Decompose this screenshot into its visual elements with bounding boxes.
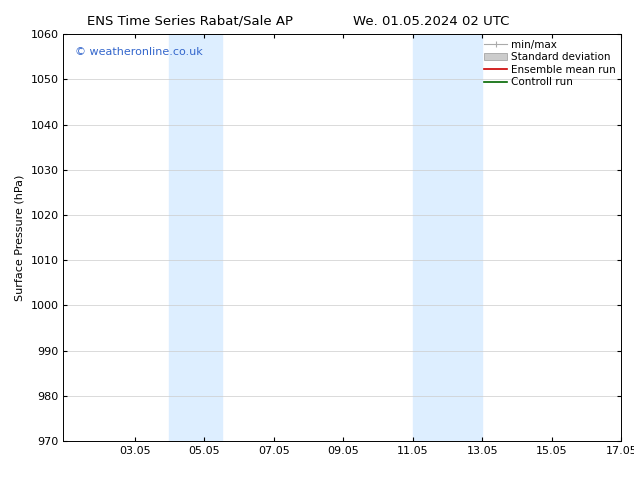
Text: We. 01.05.2024 02 UTC: We. 01.05.2024 02 UTC	[353, 15, 509, 28]
Legend: min/max, Standard deviation, Ensemble mean run, Controll run: min/max, Standard deviation, Ensemble me…	[482, 37, 618, 89]
Text: ENS Time Series Rabat/Sale AP: ENS Time Series Rabat/Sale AP	[87, 15, 293, 28]
Bar	[169, 34, 221, 441]
Bar	[413, 34, 482, 441]
Text: © weatheronline.co.uk: © weatheronline.co.uk	[75, 47, 202, 56]
Y-axis label: Surface Pressure (hPa): Surface Pressure (hPa)	[15, 174, 25, 301]
